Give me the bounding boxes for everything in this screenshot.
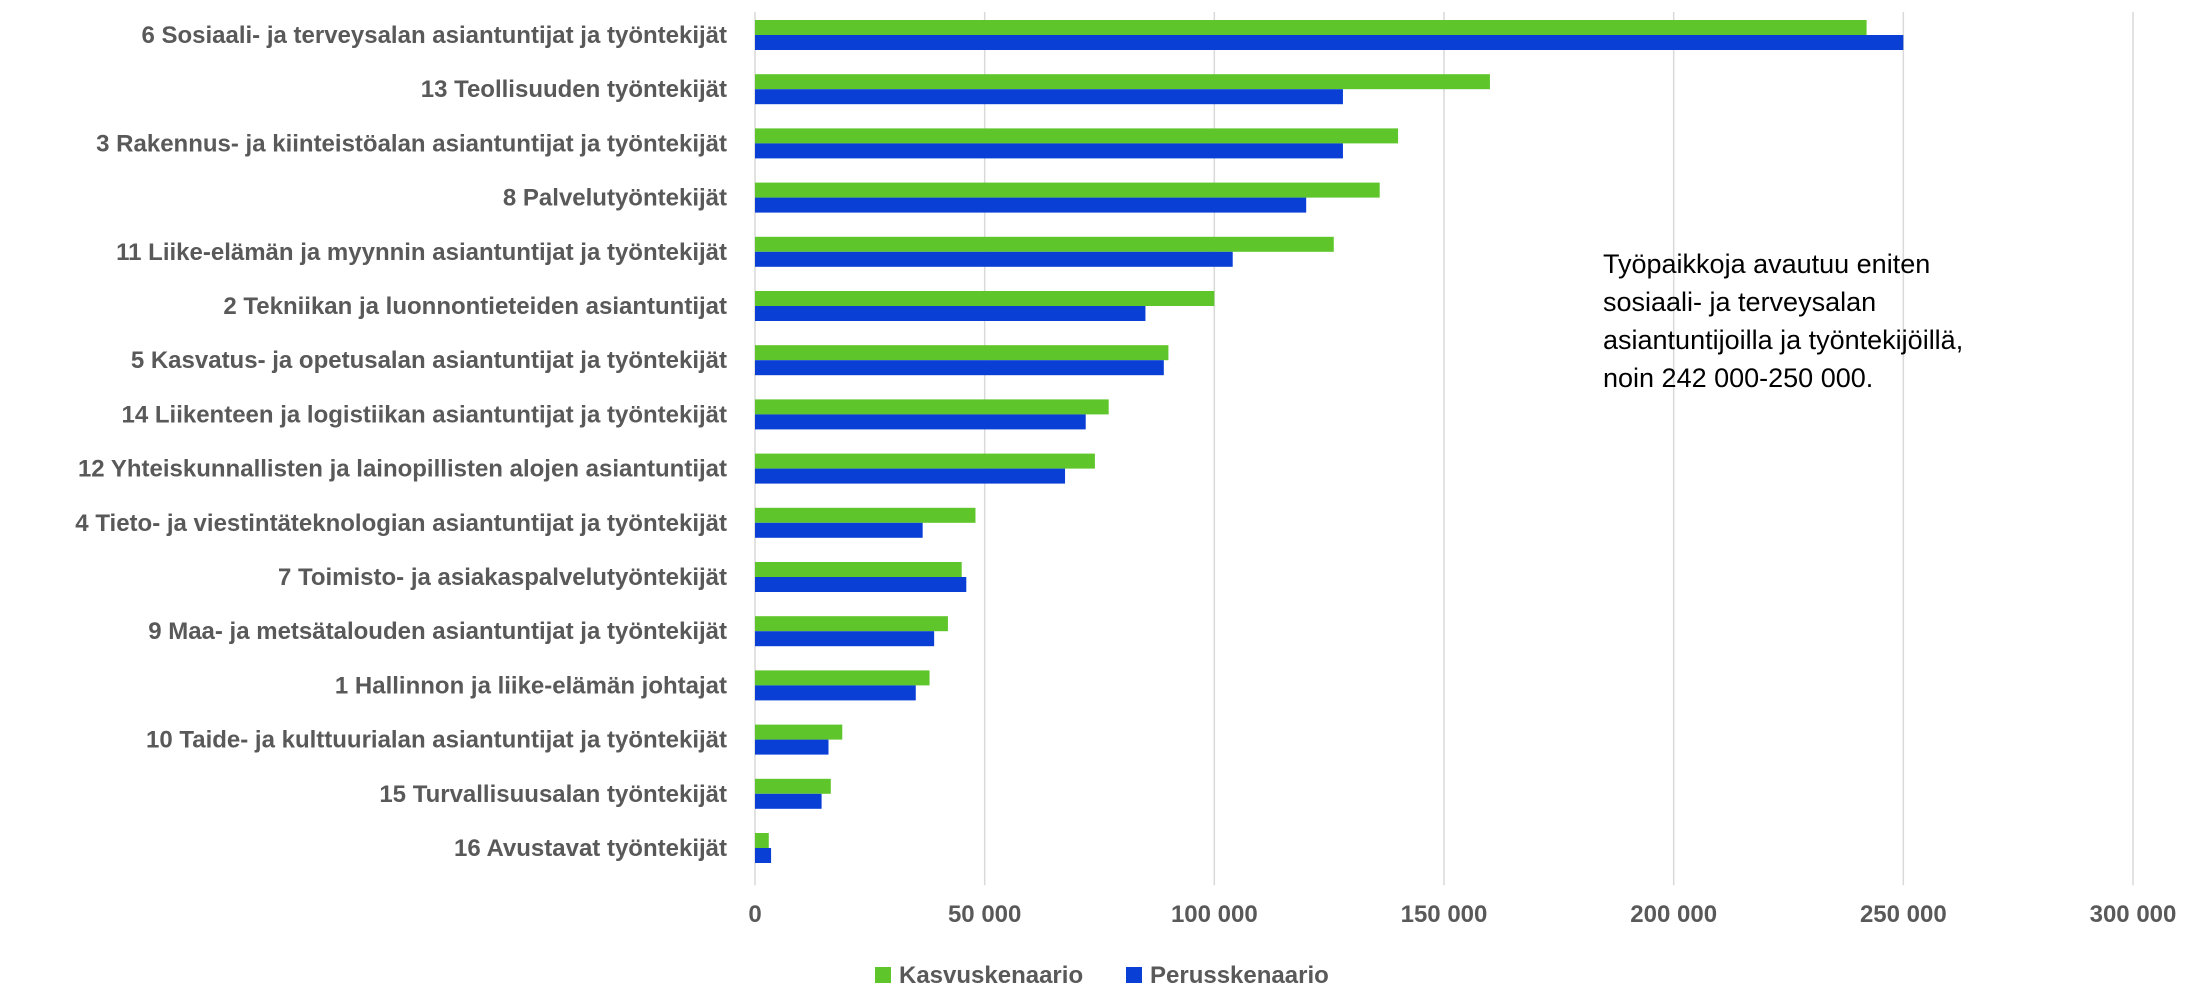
x-tick-label: 100 000 [1171,901,1258,928]
x-tick-label: 200 000 [1630,901,1717,928]
category-label: 4 Tieto- ja viestintäteknologian asiantu… [75,510,727,537]
bar-kasvuskenaario [755,833,769,848]
category-label: 6 Sosiaali- ja terveysalan asiantuntijat… [141,22,727,49]
category-label: 11 Liike-elämän ja myynnin asiantuntijat… [116,239,727,266]
category-label: 9 Maa- ja metsätalouden asiantuntijat ja… [148,618,727,645]
bar-perusskenaario [755,143,1343,159]
legend-label: Kasvuskenaario [899,962,1083,988]
category-label: 13 Teollisuuden työntekijät [421,76,727,103]
bar-perusskenaario [755,522,923,538]
category-label: 3 Rakennus- ja kiinteistöalan asiantunti… [96,130,727,157]
bar-perusskenaario [755,685,916,701]
bar-kasvuskenaario [755,74,1490,90]
category-label: 10 Taide- ja kulttuurialan asiantuntijat… [146,727,727,754]
category-label: 7 Toimisto- ja asiakaspalvelutyöntekijät [278,564,727,591]
bar-perusskenaario [755,739,829,755]
x-tick-label: 250 000 [1860,901,1947,928]
bar-kasvuskenaario [755,182,1380,198]
legend-swatch [1126,967,1142,983]
bar-kasvuskenaario [755,345,1169,361]
bar-kasvuskenaario [755,724,843,740]
category-label: 15 Turvallisuusalan työntekijät [379,781,727,808]
category-label: 1 Hallinnon ja liike-elämän johtajat [335,672,727,699]
x-tick-label: 150 000 [1401,901,1488,928]
bar-kasvuskenaario [755,670,930,686]
category-label: 12 Yhteiskunnallisten ja lainopillisten … [78,456,727,483]
bar-kasvuskenaario [755,562,962,577]
bar-kasvuskenaario [755,778,831,794]
x-tick-label: 0 [748,901,761,928]
x-tick-label: 50 000 [948,901,1021,928]
bar-perusskenaario [755,360,1164,376]
bars [755,20,1904,863]
bar-kasvuskenaario [755,20,1867,35]
annotation-line: asiantuntijoilla ja työntekijöillä, [1603,325,1964,355]
category-label: 2 Tekniikan ja luonnontieteiden asiantun… [223,293,727,320]
legend-swatch [875,967,891,983]
category-label: 5 Kasvatus- ja opetusalan asiantuntijat … [131,347,727,374]
bar-perusskenaario [755,848,772,863]
x-tick-label: 300 000 [2090,901,2177,928]
legend-label: Perusskenaario [1150,962,1329,988]
bar-kasvuskenaario [755,507,976,523]
bar-kasvuskenaario [755,399,1109,415]
bar-perusskenaario [755,577,967,592]
bar-perusskenaario [755,35,1904,50]
annotation-line: Työpaikkoja avautuu eniten [1603,249,1931,279]
annotation-text: Työpaikkoja avautuu eniten sosiaali- ja … [1603,245,2123,397]
bar-perusskenaario [755,306,1146,321]
bar-perusskenaario [755,89,1343,105]
bar-perusskenaario [755,414,1086,430]
category-label: 8 Palvelutyöntekijät [503,185,727,212]
bar-kasvuskenaario [755,453,1095,469]
category-label: 16 Avustavat työntekijät [454,835,727,862]
category-label: 14 Liikenteen ja logistiikan asiantuntij… [122,401,728,428]
bar-perusskenaario [755,197,1307,213]
category-labels: 6 Sosiaali- ja terveysalan asiantuntijat… [75,22,727,862]
annotation-line: sosiaali- ja terveysalan [1603,287,1877,317]
bar-kasvuskenaario [755,236,1334,252]
bar-perusskenaario [755,468,1066,484]
x-tick-labels: 0 50 000 100 000 150 000 200 000 250 000 300 0… [748,901,2176,928]
bar-perusskenaario [755,793,822,809]
annotation-line: noin 242 000-250 000. [1603,363,1874,393]
bar-perusskenaario [755,631,935,647]
legend: Kasvuskenaario Perusskenaario [875,962,1329,988]
bar-kasvuskenaario [755,128,1399,144]
bar-kasvuskenaario [755,291,1215,306]
bar-perusskenaario [755,251,1233,267]
bar-kasvuskenaario [755,616,948,632]
